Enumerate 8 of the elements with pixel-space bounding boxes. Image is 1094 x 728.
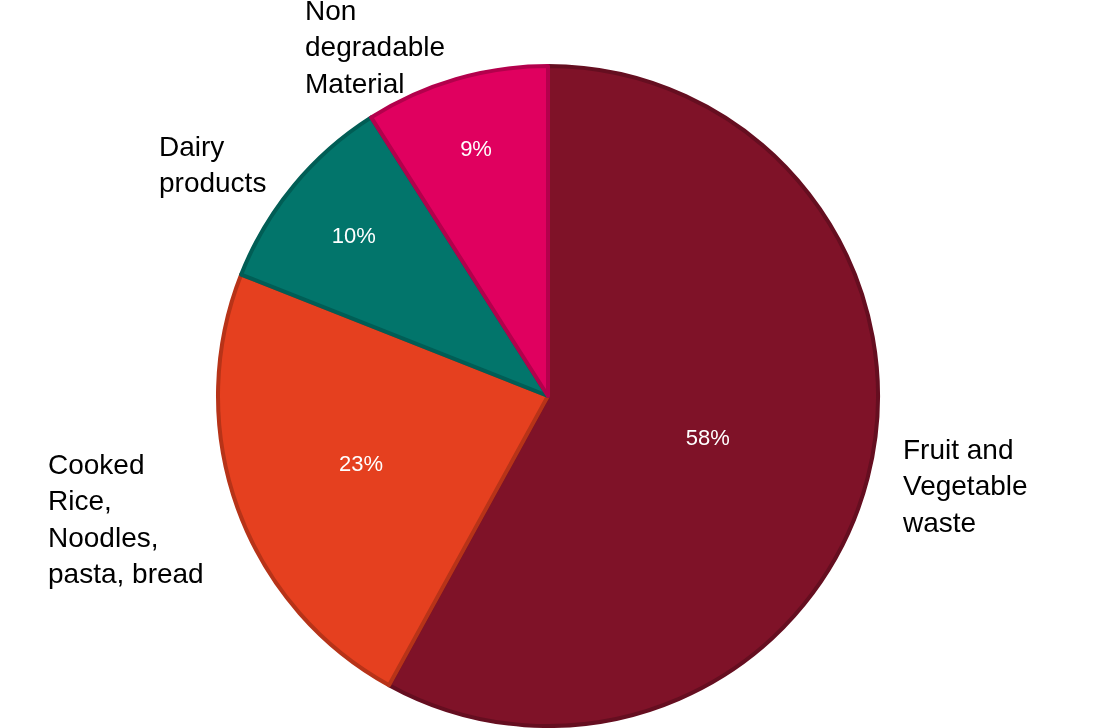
slice-label: Cooked Rice, Noodles, pasta, bread [48, 449, 204, 590]
slice-label: Non degradable Material [305, 0, 446, 99]
data-label: 23% [339, 450, 384, 476]
slice-label: Dairy products [159, 131, 267, 199]
data-label: 10% [331, 222, 376, 248]
data-label: 58% [685, 424, 730, 450]
data-label: 9% [460, 135, 492, 161]
slice-label: Fruit and Vegetable waste [902, 434, 1028, 538]
